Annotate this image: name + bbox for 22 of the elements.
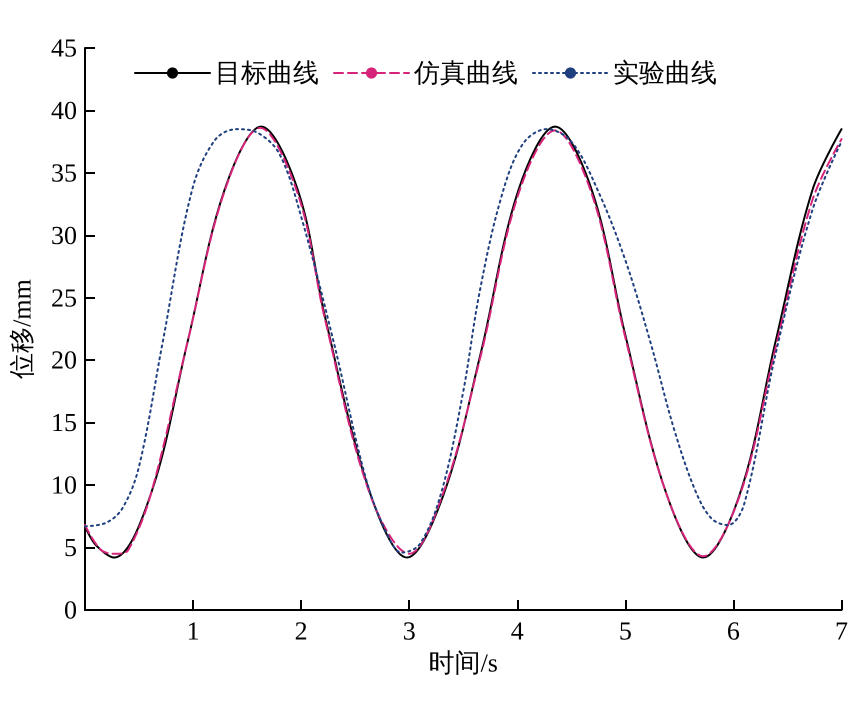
x-tick-label: 3: [402, 616, 416, 646]
y-tick-label: 30: [51, 220, 77, 250]
y-tick-label: 40: [51, 96, 77, 125]
x-tick-label: 1: [186, 616, 200, 646]
y-tick-label: 15: [51, 408, 77, 438]
y-tick-label: 5: [64, 533, 77, 562]
legend-label: 仿真曲线: [413, 58, 518, 88]
y-tick-label: 20: [51, 346, 77, 375]
x-axis-title: 时间/s: [428, 648, 498, 678]
x-tick-label: 6: [726, 616, 740, 646]
y-tick-label: 10: [51, 470, 77, 500]
x-tick-label: 4: [510, 616, 524, 646]
x-tick-label: 7: [835, 616, 848, 646]
y-tick-label: 35: [51, 158, 77, 188]
x-tick-label: 2: [294, 616, 308, 646]
y-tick-label: 45: [51, 34, 77, 62]
y-tick-label: 25: [51, 283, 77, 312]
y-tick-label: 0: [64, 596, 77, 624]
legend-label: 实验曲线: [613, 58, 717, 88]
x-tick-label: 5: [618, 616, 632, 646]
y-axis-title: 位移/mm: [8, 279, 36, 379]
legend-label: 目标曲线: [215, 58, 319, 88]
